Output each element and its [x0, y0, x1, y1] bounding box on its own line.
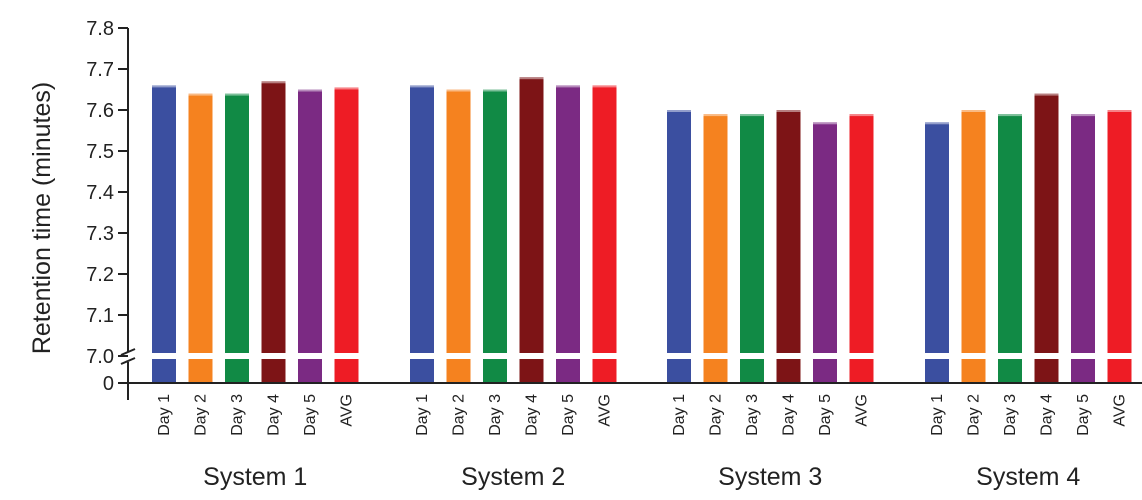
bar [483, 89, 507, 383]
bar-cap [410, 85, 434, 88]
y-tick-label: 7.7 [86, 59, 114, 81]
axis-break-mark [120, 357, 136, 365]
bar-cap [446, 89, 471, 92]
y-tick-label: 7.2 [86, 264, 114, 286]
axes-layer [118, 27, 1142, 400]
y-tick-label: 7.6 [86, 100, 114, 122]
category-label: Day 5 [560, 394, 577, 436]
bar [592, 85, 617, 384]
bar-cap [925, 122, 949, 125]
bar [446, 89, 471, 383]
bar-cap [261, 81, 286, 84]
bar-cap [188, 93, 213, 96]
bar-cap [225, 93, 249, 96]
bar-cap [849, 114, 874, 117]
bar-cap [813, 122, 837, 125]
bar [410, 85, 434, 384]
bar-cap [519, 77, 544, 80]
y-axis-label: Retention time (minutes) [28, 82, 56, 354]
category-label: Day 4 [1039, 394, 1056, 436]
axis-break-mark [120, 348, 136, 356]
bar [188, 93, 213, 383]
bar-cap [961, 110, 986, 112]
category-label: Day 1 [671, 394, 688, 436]
category-label: Day 4 [524, 394, 541, 436]
y-tick-label: 7.5 [86, 141, 114, 163]
bar [1034, 93, 1059, 383]
bar-cap [740, 114, 764, 117]
category-label: AVG [854, 394, 871, 427]
category-label: Day 3 [1002, 394, 1019, 436]
group-label: System 1 [203, 463, 307, 491]
category-label: Day 1 [414, 394, 431, 436]
bar-cap [334, 87, 359, 90]
category-label: Day 2 [193, 394, 210, 436]
y-tick-label: 7.0 [86, 346, 114, 368]
bar [1071, 114, 1095, 383]
y-tick-label: 7.4 [86, 182, 114, 204]
category-label: Day 2 [966, 394, 983, 436]
category-label: Day 2 [451, 394, 468, 436]
bar [961, 110, 986, 383]
category-label: Day 3 [487, 394, 504, 436]
bar-cap [483, 89, 507, 92]
bar-cap [1034, 93, 1059, 96]
bar [225, 93, 249, 383]
group-label: System 3 [718, 463, 822, 491]
bar [519, 77, 544, 383]
category-label: AVG [1112, 394, 1129, 427]
bar-cap [703, 114, 728, 117]
bar [556, 85, 580, 384]
category-label: Day 5 [302, 394, 319, 436]
bar-cap [1071, 114, 1095, 117]
bar [925, 122, 949, 384]
group-label: System 4 [976, 463, 1080, 491]
category-label: Day 1 [156, 394, 173, 436]
axis-break-band [130, 353, 1142, 359]
bar [849, 114, 874, 383]
category-label: Day 5 [817, 394, 834, 436]
category-label: Day 4 [781, 394, 798, 436]
category-label: Day 3 [229, 394, 246, 436]
category-label: AVG [597, 394, 614, 427]
bar [334, 87, 359, 383]
bar-cap [998, 114, 1022, 117]
labels-layer: 7.8 7.7 7.6 7.5 7.4 7.3 7.2 7.1 7.0 0 Day 1 Day 2 Da… [86, 18, 1128, 491]
bar-cap [1107, 110, 1132, 112]
group-label: System 2 [461, 463, 565, 491]
bar [776, 110, 801, 383]
bar-cap [776, 110, 801, 112]
category-label: Day 2 [708, 394, 725, 436]
bar [261, 81, 286, 384]
category-label: Day 5 [1075, 394, 1092, 436]
bar-cap [298, 89, 322, 92]
bar [298, 89, 322, 383]
bar [740, 114, 764, 383]
bar [998, 114, 1022, 383]
y-tick-label: 7.8 [86, 18, 114, 40]
bar-cap [152, 85, 176, 88]
bar-cap [667, 110, 691, 112]
y-tick-label: 7.1 [86, 305, 114, 327]
y-tick-label: 0 [103, 373, 114, 395]
bar [152, 85, 176, 384]
category-label: Day 3 [744, 394, 761, 436]
bars-layer [130, 77, 1142, 384]
category-label: AVG [339, 394, 356, 427]
category-label: Day 1 [929, 394, 946, 436]
bar [667, 110, 691, 383]
bar [813, 122, 837, 384]
category-label: Day 4 [266, 394, 283, 436]
y-tick-label: 7.3 [86, 223, 114, 245]
bar [1107, 110, 1132, 383]
bar [703, 114, 728, 383]
bar-cap [592, 85, 617, 88]
bar-cap [556, 85, 580, 88]
